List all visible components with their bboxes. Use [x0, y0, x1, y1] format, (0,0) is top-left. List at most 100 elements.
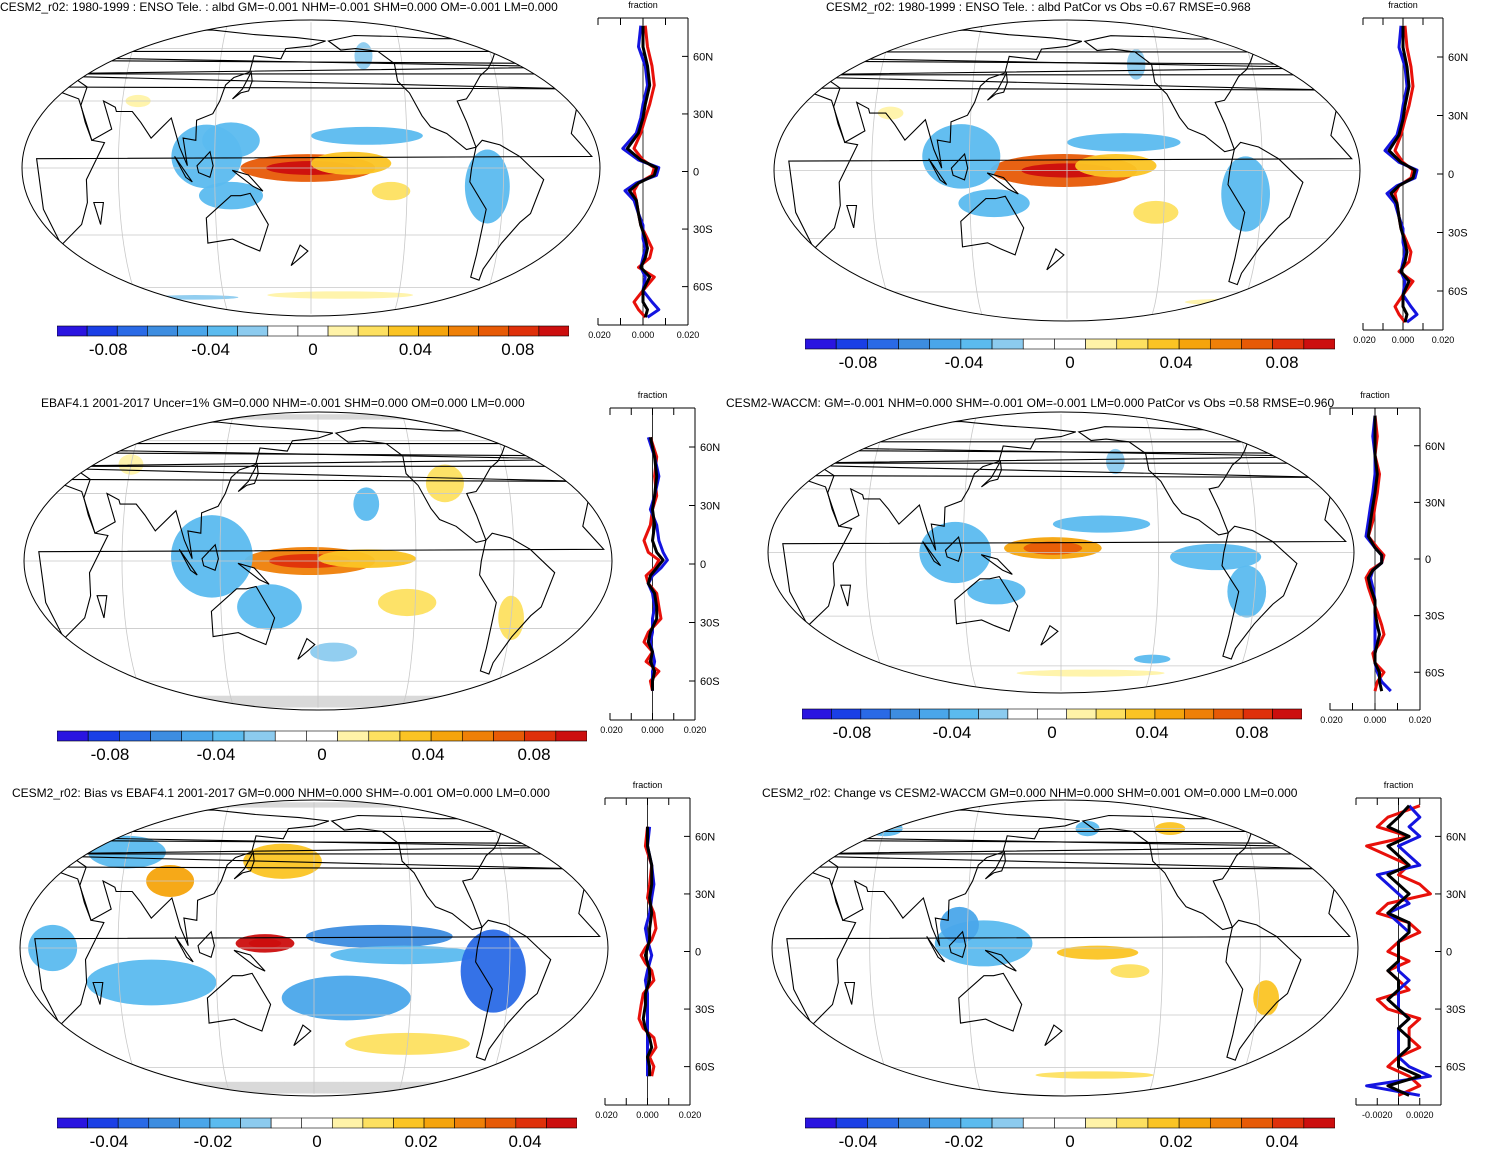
colorbar-box	[1303, 338, 1335, 350]
profile-line-model	[1364, 415, 1386, 692]
coastline	[1040, 624, 1059, 646]
anomaly-patch	[318, 549, 416, 568]
colorbar-box	[331, 1117, 364, 1129]
colorbar-box	[274, 730, 307, 742]
colorbar-box	[555, 730, 587, 742]
colorbar-box	[1022, 338, 1055, 350]
colorbar-box	[1242, 708, 1273, 720]
colorbar-box	[116, 325, 148, 337]
colorbar-box	[87, 1117, 119, 1129]
profile-line-mean	[641, 826, 654, 1077]
colorbar-box	[177, 325, 208, 337]
colorbar-box	[524, 730, 557, 742]
profile-line-model	[1393, 25, 1415, 324]
profile-line-obs	[621, 25, 661, 319]
colorbar-box	[1272, 708, 1302, 720]
colorbar-tick-label: 0.08	[517, 745, 550, 764]
map-border	[19, 799, 609, 1097]
anomaly-patch	[1023, 541, 1083, 555]
anomaly-patch	[1184, 298, 1303, 306]
anomaly-patch	[939, 906, 979, 943]
profile-header: fraction	[638, 390, 668, 400]
colorbar-box	[119, 730, 151, 742]
panel-title: CESM2_r02: Bias vs EBAF4.1 2001-2017 GM=…	[12, 786, 550, 800]
colorbar-box	[802, 708, 832, 720]
anomaly-patch	[86, 959, 217, 1006]
map-border	[23, 411, 613, 711]
colorbar-box	[991, 338, 1024, 350]
colorbar-box	[267, 325, 299, 337]
anomaly-patch	[311, 126, 423, 145]
anomaly-patch	[1106, 448, 1125, 475]
anomaly-patch	[1075, 154, 1157, 178]
colorbar-tick-label: 0.04	[1135, 723, 1168, 742]
colorbar-box	[1147, 1117, 1180, 1129]
colorbar-box	[297, 325, 329, 337]
coastline	[197, 930, 215, 959]
coastline	[948, 930, 967, 959]
colorbar-box	[1241, 338, 1273, 350]
coastline	[233, 949, 266, 972]
colorbar-box	[148, 1117, 180, 1129]
profile-lat-tick-label: 0	[693, 167, 699, 179]
colorbar: -0.08 -0.04 0 0.04 0.08	[57, 325, 569, 359]
colorbar-box	[362, 1117, 394, 1129]
colorbar-box	[898, 338, 931, 350]
colorbar-box	[1054, 338, 1086, 350]
zonal-profile-plot: fraction -0.0020 0.0020 60N 30N 0 30S 60S	[1355, 780, 1466, 1120]
panel-title: CESM2_r02: Change vs CESM2-WACCM GM=0.00…	[762, 786, 1298, 800]
coastline	[232, 70, 253, 100]
profile-header: fraction	[1388, 0, 1418, 10]
profile-lat-tick-label: 30S	[1446, 1004, 1466, 1016]
colorbar-box	[209, 1117, 241, 1129]
colorbar-box	[399, 730, 432, 742]
anomaly-patch	[354, 42, 373, 70]
colorbar-box	[960, 338, 993, 350]
zonal-profile-plot: fraction -0.020 0.000 0.020 60N 30N 0 30S 60S	[1353, 0, 1468, 345]
anomaly-patch	[922, 124, 1001, 189]
colorbar-box	[546, 1117, 577, 1129]
colorbar-box	[484, 1117, 517, 1129]
colorbar-box	[430, 730, 463, 742]
profile-lat-tick-label: 60N	[695, 831, 715, 843]
map-border	[767, 411, 1355, 694]
anomaly-patch	[353, 487, 380, 521]
colorbar-box	[1116, 338, 1149, 350]
profile-lat-tick-label: 30S	[1425, 611, 1445, 623]
anomaly-patch	[310, 642, 358, 662]
coastline	[954, 575, 1019, 633]
colorbar-box	[57, 730, 89, 742]
coastline	[92, 981, 104, 1005]
colorbar-tick-label: 0.02	[1159, 1132, 1192, 1151]
profile-x-tick-label: -0.020	[588, 330, 611, 340]
anomaly-patch	[425, 464, 464, 503]
colorbar-tick-label: 0	[1065, 1132, 1074, 1151]
colorbar-box	[929, 338, 962, 350]
profile-x-tick-label: 0.020	[679, 1110, 702, 1120]
coastline	[231, 169, 264, 192]
coastline	[846, 204, 858, 229]
anomaly-patch	[967, 578, 1026, 605]
colorbar-box	[237, 325, 269, 337]
profile-line-mean	[646, 436, 665, 691]
coastline	[237, 562, 270, 585]
profile-lat-tick-label: 60S	[1425, 667, 1445, 679]
profile-x-tick-label: 0.000	[1392, 335, 1415, 345]
colorbar-box	[423, 1117, 455, 1129]
profile-lat-tick-label: 30N	[693, 109, 713, 121]
colorbar-box	[147, 325, 178, 337]
profile-x-tick-label: 0.000	[1364, 715, 1387, 725]
colorbar-tick-label: -0.08	[91, 745, 130, 764]
colorbar-box	[805, 338, 837, 350]
map-plot	[767, 411, 1355, 694]
colorbar-tick-label: 0.04	[1159, 353, 1192, 372]
anomaly-patch	[1221, 156, 1270, 232]
coastline	[1217, 417, 1290, 440]
colorbar-box	[1213, 708, 1244, 720]
colorbar-box	[240, 1117, 272, 1129]
colorbar-box	[1154, 708, 1185, 720]
anomaly-patch	[237, 584, 302, 630]
colorbar-box	[1209, 1117, 1242, 1129]
colorbar-box	[1022, 1117, 1055, 1129]
colorbar-box	[212, 730, 245, 742]
